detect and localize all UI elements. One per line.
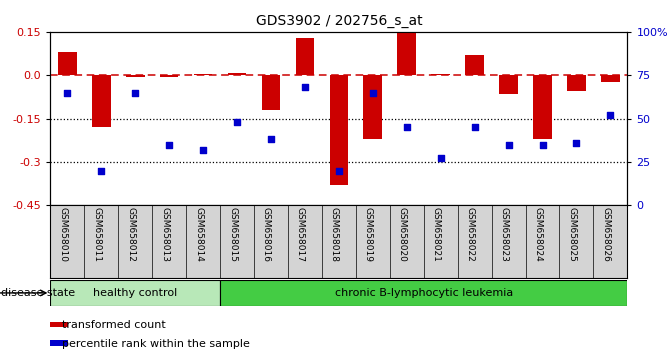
Text: GSM658026: GSM658026 bbox=[601, 207, 611, 262]
Point bbox=[231, 119, 242, 125]
Point bbox=[299, 85, 310, 90]
Bar bbox=[533, 75, 552, 139]
Bar bbox=[220, 280, 627, 306]
Text: GSM658014: GSM658014 bbox=[194, 207, 203, 262]
Bar bbox=[499, 75, 518, 94]
Point bbox=[469, 124, 480, 130]
Text: GSM658022: GSM658022 bbox=[466, 207, 474, 262]
Point bbox=[537, 142, 548, 147]
Text: GSM658015: GSM658015 bbox=[228, 207, 237, 263]
Point bbox=[435, 156, 446, 161]
Point bbox=[130, 90, 140, 96]
Bar bbox=[50, 341, 68, 346]
Bar bbox=[50, 280, 220, 306]
Text: chronic B-lymphocytic leukemia: chronic B-lymphocytic leukemia bbox=[335, 288, 513, 298]
Text: GSM658020: GSM658020 bbox=[398, 207, 407, 262]
Bar bbox=[465, 55, 484, 75]
Bar bbox=[194, 74, 213, 75]
Text: GSM658017: GSM658017 bbox=[296, 207, 305, 263]
Point bbox=[368, 90, 378, 96]
Bar bbox=[58, 52, 76, 75]
Text: healthy control: healthy control bbox=[93, 288, 177, 298]
Bar bbox=[92, 75, 111, 127]
Text: GSM658012: GSM658012 bbox=[126, 207, 135, 262]
Title: GDS3902 / 202756_s_at: GDS3902 / 202756_s_at bbox=[256, 14, 422, 28]
Point bbox=[605, 112, 616, 118]
Bar bbox=[567, 75, 586, 91]
Bar bbox=[329, 75, 348, 185]
Text: GSM658018: GSM658018 bbox=[330, 207, 339, 263]
Bar bbox=[295, 38, 314, 75]
Bar bbox=[50, 322, 68, 327]
Text: GSM658013: GSM658013 bbox=[160, 207, 169, 263]
Text: GSM658016: GSM658016 bbox=[262, 207, 271, 263]
Point bbox=[198, 147, 209, 153]
Text: GSM658025: GSM658025 bbox=[568, 207, 576, 262]
Point bbox=[164, 142, 174, 147]
Bar bbox=[126, 75, 144, 77]
Point bbox=[96, 168, 107, 173]
Text: GSM658024: GSM658024 bbox=[533, 207, 543, 262]
Point bbox=[401, 124, 412, 130]
Bar bbox=[227, 73, 246, 75]
Bar bbox=[160, 75, 178, 77]
Point bbox=[62, 90, 72, 96]
Text: GSM658023: GSM658023 bbox=[500, 207, 509, 262]
Bar bbox=[397, 33, 416, 75]
Text: GSM658010: GSM658010 bbox=[58, 207, 67, 263]
Point bbox=[571, 140, 582, 146]
Point bbox=[503, 142, 514, 147]
Text: GSM658019: GSM658019 bbox=[364, 207, 373, 263]
Bar bbox=[262, 75, 280, 110]
Point bbox=[333, 168, 344, 173]
Text: transformed count: transformed count bbox=[62, 320, 166, 331]
Text: GSM658011: GSM658011 bbox=[92, 207, 101, 263]
Point bbox=[266, 137, 276, 142]
Text: disease state: disease state bbox=[1, 288, 74, 298]
Bar bbox=[431, 74, 450, 75]
Text: percentile rank within the sample: percentile rank within the sample bbox=[62, 339, 250, 349]
Text: GSM658021: GSM658021 bbox=[431, 207, 441, 262]
Bar bbox=[364, 75, 382, 139]
Bar bbox=[601, 75, 620, 82]
